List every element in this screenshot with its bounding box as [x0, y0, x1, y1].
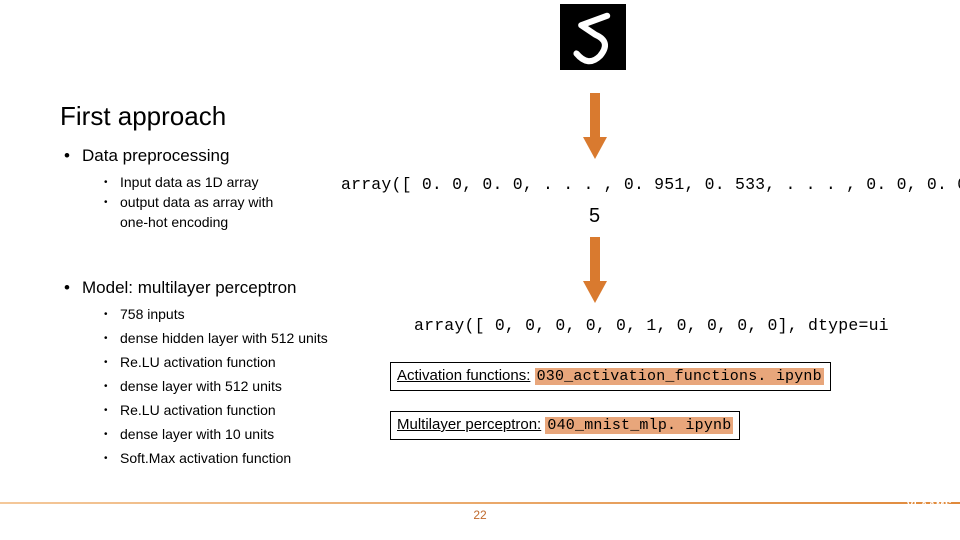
- bullet-dense-512: dense layer with 512 units: [120, 378, 282, 394]
- bullet-output-onehot-cont: one-hot encoding: [120, 214, 228, 230]
- slide-title: First approach: [60, 101, 226, 132]
- bullet-dense-hidden-512: dense hidden layer with 512 units: [120, 330, 328, 346]
- label-5: 5: [589, 205, 600, 228]
- arrow-down-icon: [583, 93, 607, 159]
- link-code: 040_mnist_mlp. ipynb: [545, 417, 733, 434]
- bullet-relu-2: Re.LU activation function: [120, 402, 276, 418]
- link-activation-functions[interactable]: Activation functions: 030_activation_fun…: [390, 362, 831, 391]
- arrow-down-icon: [583, 237, 607, 303]
- link-multilayer-perceptron[interactable]: Multilayer perceptron: 040_mnist_mlp. ip…: [390, 411, 740, 440]
- bullet-dense-10: dense layer with 10 units: [120, 426, 274, 442]
- link-label: Multilayer perceptron:: [397, 416, 541, 433]
- bullet-softmax: Soft.Max activation function: [120, 450, 291, 466]
- bullet-input-1d: Input data as 1D array: [120, 174, 259, 190]
- brand-line1: VLAAMS: [817, 500, 952, 511]
- footer-brand: VLAAMS SUPERCOMPUTER CENTRUM: [817, 500, 952, 538]
- array-output-2: array([ 0, 0, 0, 0, 0, 1, 0, 0, 0, 0], d…: [414, 316, 889, 335]
- mnist-digit-image: [560, 4, 626, 70]
- bullet-relu-1: Re.LU activation function: [120, 354, 276, 370]
- link-code: 030_activation_functions. ipynb: [535, 368, 824, 385]
- bullet-data-preprocessing: Data preprocessing: [82, 146, 229, 166]
- page-number: 22: [473, 508, 486, 522]
- brand-line2: SUPERCOMPUTER: [817, 511, 952, 527]
- array-output-1: array([ 0. 0, 0. 0, . . . , 0. 951, 0. 5…: [341, 175, 960, 194]
- link-label: Activation functions:: [397, 367, 530, 384]
- brand-line3: CENTRUM: [817, 527, 952, 538]
- footer-divider: [0, 502, 960, 504]
- bullet-output-onehot: output data as array with: [120, 194, 273, 210]
- bullet-model-mlp: Model: multilayer perceptron: [82, 278, 296, 298]
- bullet-758-inputs: 758 inputs: [120, 306, 185, 322]
